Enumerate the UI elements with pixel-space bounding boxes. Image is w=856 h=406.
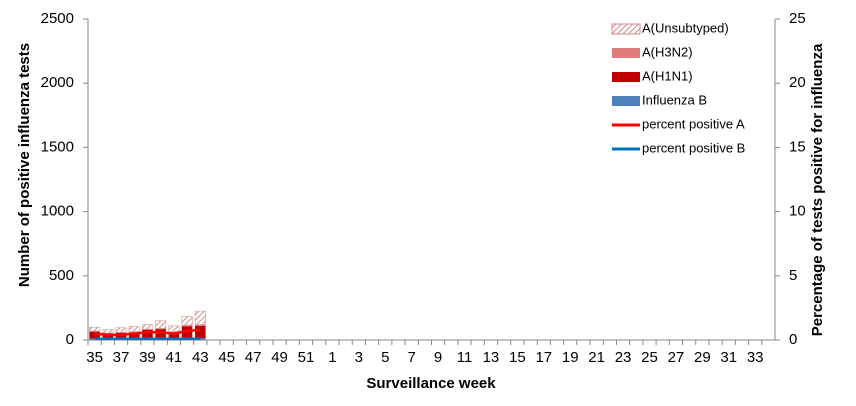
bar xyxy=(142,329,153,330)
x-tick-label: 29 xyxy=(694,349,711,366)
bar xyxy=(89,331,100,339)
bar xyxy=(195,325,206,339)
x-tick-label: 43 xyxy=(192,349,209,366)
x-tick-label: 37 xyxy=(113,349,130,366)
legend-label: percent positive A xyxy=(642,116,745,131)
bar xyxy=(102,332,114,334)
x-tick-label: 41 xyxy=(166,349,183,366)
legend-label: A(H3N2) xyxy=(642,44,693,59)
bar xyxy=(128,331,140,333)
x-tick-label: 15 xyxy=(509,349,526,366)
bar xyxy=(181,326,193,339)
y2-tick-label: 20 xyxy=(789,74,806,91)
bar xyxy=(168,332,180,339)
x-tick-label: 1 xyxy=(328,349,336,366)
y2-tick-label: 0 xyxy=(789,331,797,348)
y-tick-label: 2500 xyxy=(41,10,74,27)
y2-tick-label: 5 xyxy=(789,267,797,284)
x-tick-label: 51 xyxy=(298,349,315,366)
bar xyxy=(168,331,180,333)
x-tick-label: 35 xyxy=(86,349,103,366)
bar xyxy=(155,329,166,339)
x-tick-label: 11 xyxy=(457,349,473,366)
x-tick-label: 9 xyxy=(434,349,442,366)
legend-swatch xyxy=(611,23,641,35)
y2-tick-label: 10 xyxy=(789,203,806,220)
bar xyxy=(195,324,206,326)
bar xyxy=(181,315,193,326)
bar xyxy=(128,326,140,332)
x-tick-label: 23 xyxy=(615,349,632,366)
x-tick-label: 7 xyxy=(408,349,416,366)
x-tick-label: 49 xyxy=(271,349,288,366)
bar xyxy=(89,331,100,332)
legend-swatch xyxy=(612,72,640,82)
y2-tick-label: 25 xyxy=(789,10,806,27)
x-tick-label: 21 xyxy=(588,349,605,366)
y-tick-label: 2000 xyxy=(41,74,74,91)
legend-label: A(Unsubtyped) xyxy=(642,20,729,35)
bar xyxy=(102,333,114,339)
x-tick-label: 13 xyxy=(483,349,500,366)
x-tick-label: 31 xyxy=(720,349,737,366)
x-tick-label: 47 xyxy=(245,349,262,366)
y2-tick-label: 15 xyxy=(789,138,806,155)
legend-label: A(H1N1) xyxy=(642,68,693,83)
x-tick-label: 19 xyxy=(562,349,579,366)
bar xyxy=(102,329,114,334)
x-tick-label: 33 xyxy=(747,349,764,366)
legend-label: percent positive B xyxy=(642,140,745,155)
x-tick-label: 3 xyxy=(355,349,363,366)
x-tick-label: 25 xyxy=(641,349,658,366)
bar xyxy=(142,329,153,339)
y-tick-label: 1000 xyxy=(41,203,74,220)
legend-swatch xyxy=(612,48,640,58)
bar xyxy=(141,324,153,330)
legend-label: Influenza B xyxy=(642,92,707,107)
x-axis-title: Surveillance week xyxy=(366,375,496,392)
bar xyxy=(128,332,140,339)
bar xyxy=(155,328,166,330)
bar xyxy=(155,320,167,329)
x-tick-label: 39 xyxy=(139,349,156,366)
bar xyxy=(89,326,101,332)
y-tick-label: 500 xyxy=(49,267,74,284)
bar xyxy=(181,325,193,327)
bar xyxy=(115,327,127,333)
line xyxy=(94,328,201,337)
bar xyxy=(194,310,206,325)
legend-swatch xyxy=(612,96,640,106)
x-tick-label: 17 xyxy=(535,349,552,366)
y-tick-label: 0 xyxy=(66,331,74,348)
bar xyxy=(168,325,180,332)
y-tick-label: 1500 xyxy=(41,138,74,155)
x-tick-label: 27 xyxy=(668,349,685,366)
y-axis-title: Number of positive influenza tests xyxy=(16,43,33,287)
bar xyxy=(115,332,127,333)
y2-axis-title: Percentage of tests positive for influen… xyxy=(809,43,826,336)
x-tick-label: 5 xyxy=(381,349,389,366)
x-tick-label: 45 xyxy=(218,349,235,366)
